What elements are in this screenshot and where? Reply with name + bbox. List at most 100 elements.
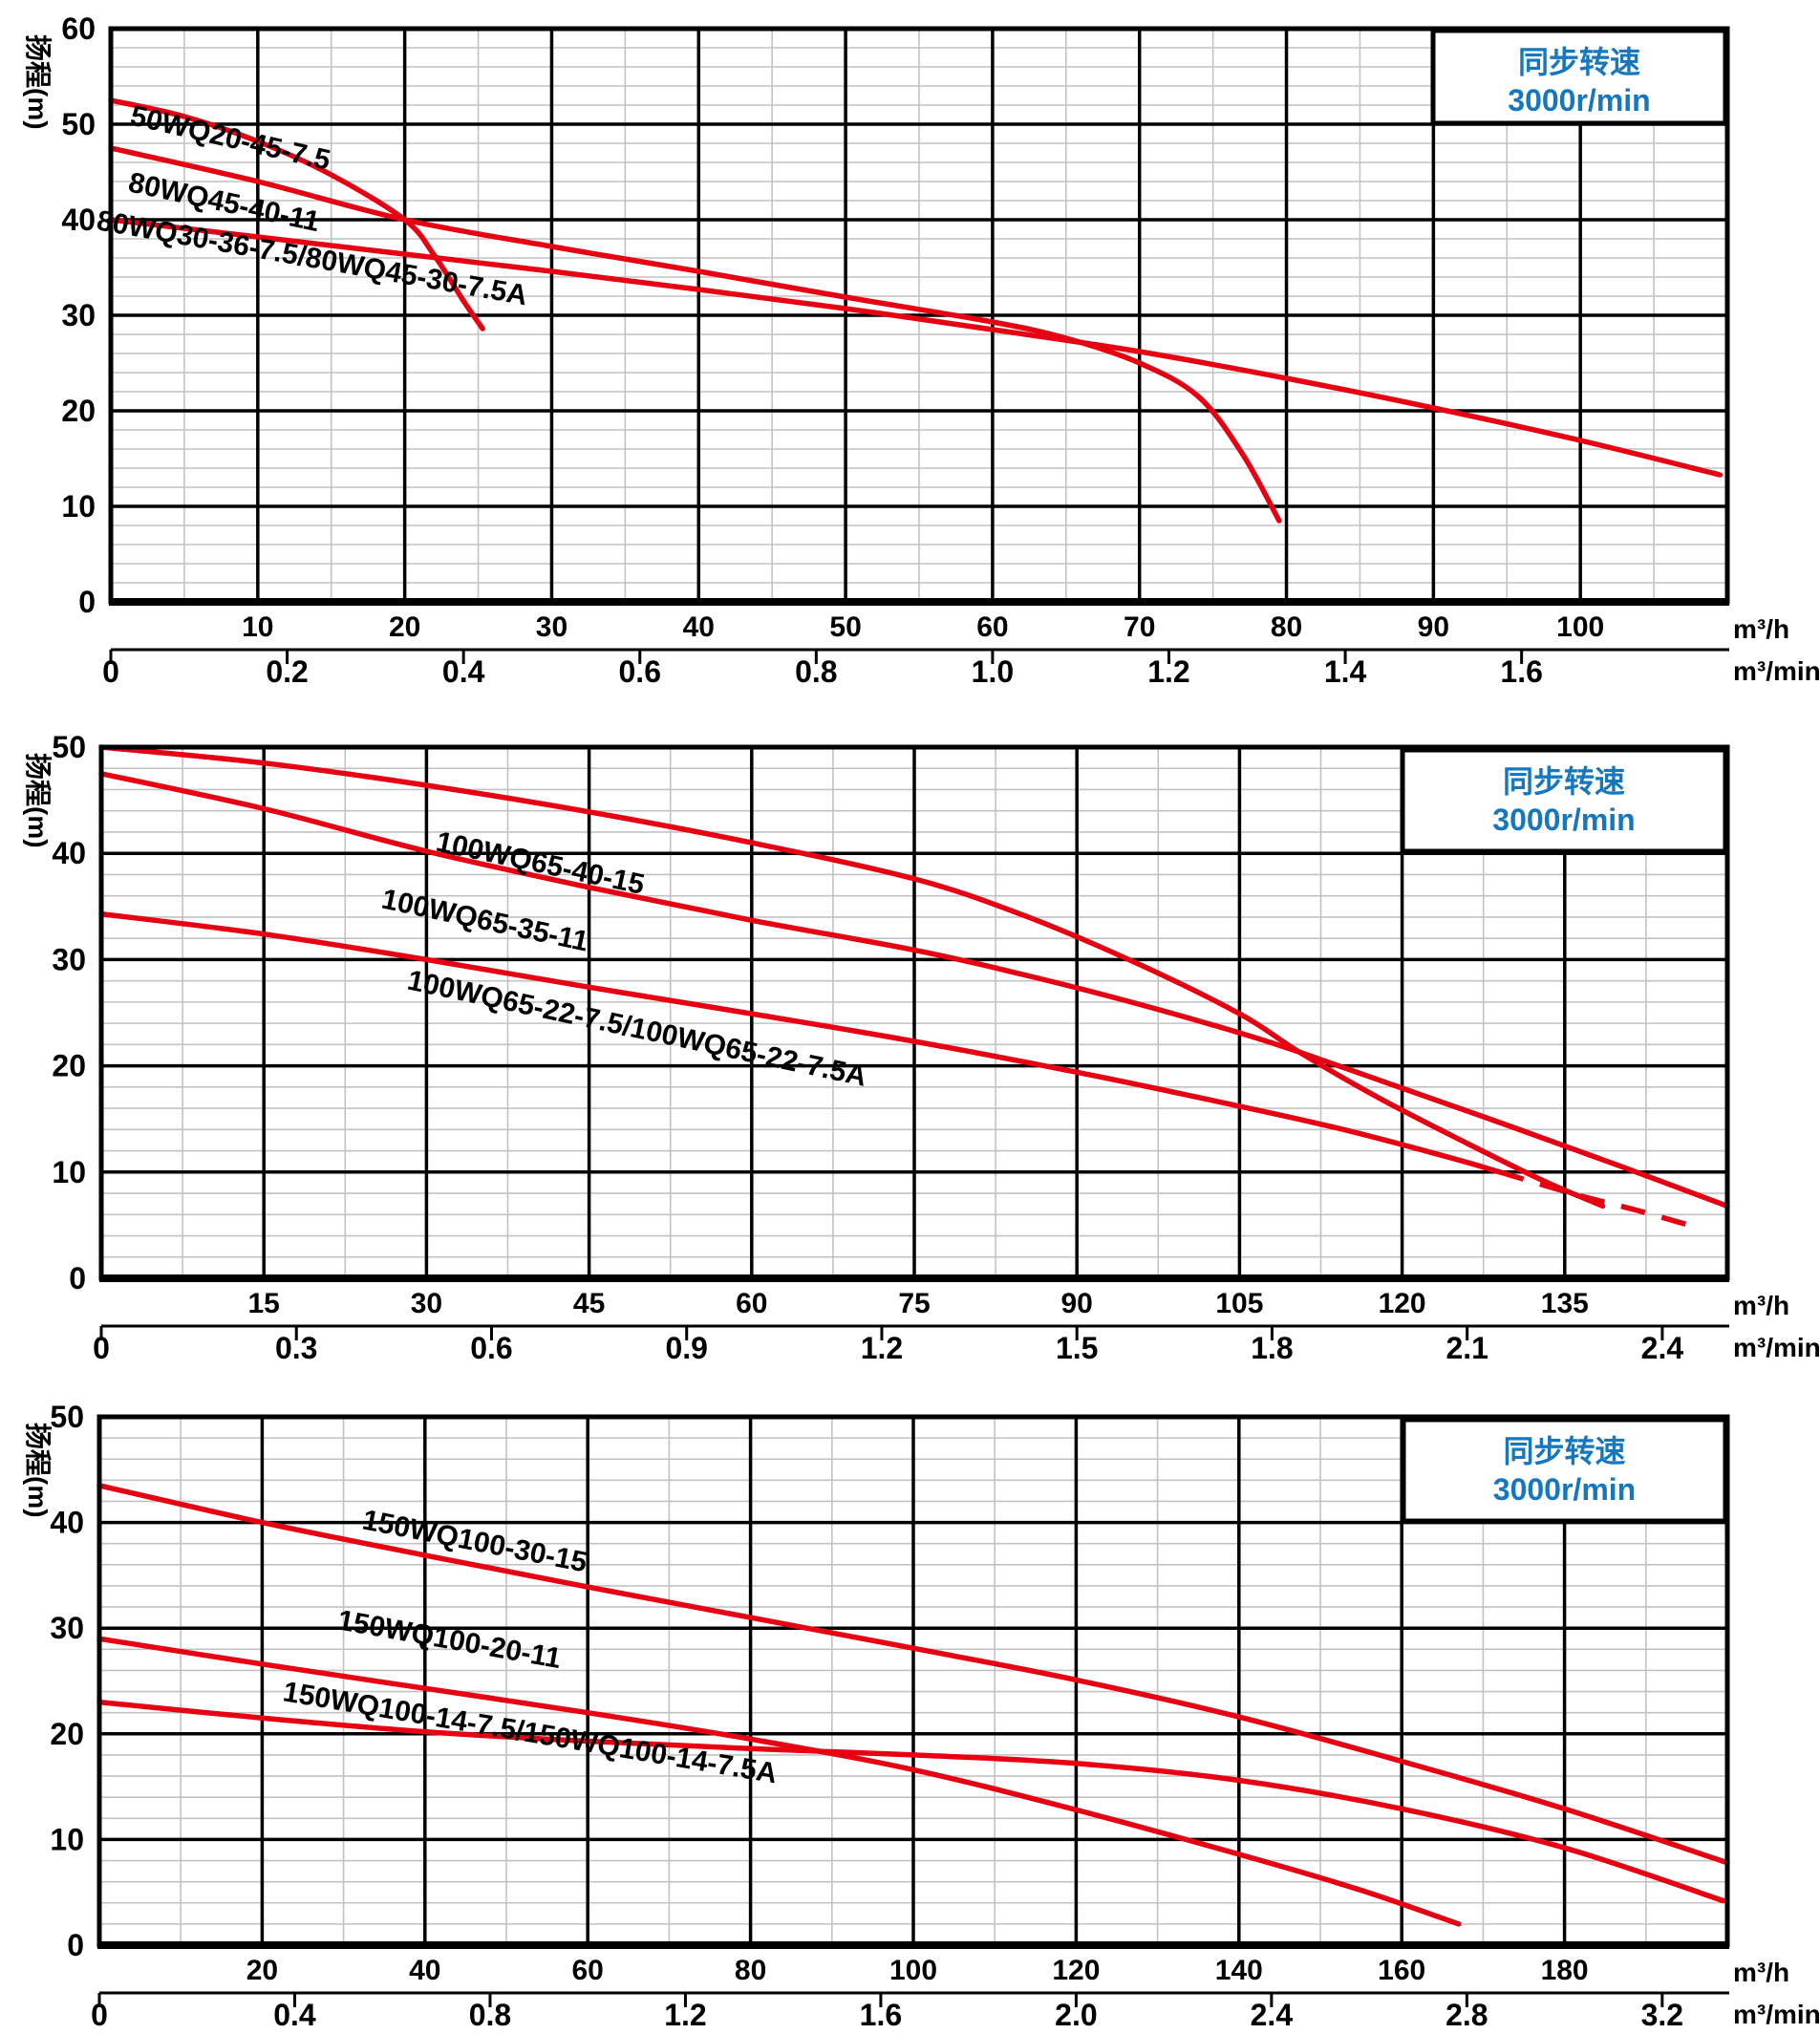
x-axis-unit-m3min: m³/min <box>1733 656 1820 686</box>
x-tick-label: 40 <box>409 1955 440 1986</box>
x-axis-unit-m3min: m³/min <box>1733 2000 1820 2029</box>
x2-tick-label: 2.4 <box>1641 1331 1684 1365</box>
x2-tick-label: 0.2 <box>266 654 308 689</box>
x-axis-unit-m3h: m³/h <box>1733 1958 1789 1987</box>
y-tick-label: 30 <box>61 298 96 332</box>
x-tick-label: 80 <box>735 1955 766 1986</box>
x2-tick-label: 0 <box>91 1998 108 2032</box>
x2-tick-label: 1.8 <box>1251 1331 1293 1365</box>
x-tick-label: 45 <box>573 1288 605 1319</box>
x2-tick-label: 0 <box>102 654 119 689</box>
curve <box>96 1483 1730 1866</box>
y-tick-label: 50 <box>50 1400 84 1434</box>
x-tick-label: 180 <box>1541 1955 1589 1986</box>
x2-tick-label: 2.1 <box>1445 1331 1488 1365</box>
x-tick-label: 90 <box>1418 611 1449 643</box>
x-tick-label: 140 <box>1215 1955 1263 1986</box>
legend-speed-title: 同步转速 <box>1503 1434 1625 1468</box>
curve <box>98 744 1606 1210</box>
y-tick-label: 20 <box>61 394 96 428</box>
x2-tick-label: 1.2 <box>664 1998 706 2032</box>
y-axis-title: 扬程(m) <box>23 1423 53 1518</box>
x2-tick-label: 0.6 <box>619 654 661 689</box>
y-tick-label: 10 <box>50 1822 84 1856</box>
curve <box>98 910 1503 1175</box>
y-tick-label: 50 <box>61 107 96 141</box>
x-tick-label: 60 <box>572 1955 604 1986</box>
y-tick-label: 20 <box>50 1717 84 1751</box>
x2-tick-label: 3.2 <box>1641 1998 1683 2032</box>
x-tick-label: 30 <box>411 1288 442 1319</box>
x2-tick-label: 1.2 <box>861 1331 903 1365</box>
x2-tick-label: 0.8 <box>469 1998 511 2032</box>
x-tick-label: 60 <box>736 1288 767 1319</box>
chart-1: 0 10 20 30 40 50 60 扬程(m) 10 20 30 40 50 60 70 80 90 100 m… <box>23 11 1820 689</box>
x-tick-label: 60 <box>976 611 1008 643</box>
curve-dashed-extension <box>1498 1169 1702 1231</box>
x-tick-label: 100 <box>1556 611 1604 643</box>
curve <box>96 1699 1726 1904</box>
x2-tick-label: 1.0 <box>972 654 1014 689</box>
x-tick-label: 135 <box>1541 1288 1589 1319</box>
x2-tick-label: 1.4 <box>1324 654 1367 689</box>
x2-tick-label: 0.6 <box>470 1331 512 1365</box>
x2-tick-label: 2.4 <box>1251 1998 1294 2032</box>
legend-box <box>1430 28 1728 126</box>
x2-tick-label: 1.5 <box>1056 1331 1098 1365</box>
curve <box>108 145 1282 524</box>
x2-tick-label: 1.6 <box>1500 654 1542 689</box>
x2-tick-label: 1.2 <box>1147 654 1189 689</box>
curve <box>108 97 485 332</box>
x-tick-label: 15 <box>248 1288 280 1319</box>
y-axis-title: 扬程(m) <box>23 753 53 848</box>
x2-tick-label: 0.4 <box>442 654 485 689</box>
x-tick-label: 80 <box>1271 611 1302 643</box>
y-tick-label: 30 <box>52 942 86 976</box>
x-tick-label: 40 <box>683 611 715 643</box>
y-tick-label: 20 <box>52 1049 86 1083</box>
x-tick-label: 20 <box>389 611 420 643</box>
legend-speed-value: 3000r/min <box>1508 83 1650 118</box>
y-tick-label: 0 <box>69 1261 86 1295</box>
x2-tick-label: 2.8 <box>1445 1998 1488 2032</box>
x-tick-label: 100 <box>889 1955 937 1986</box>
legend-box <box>1401 1417 1728 1524</box>
x-tick-label: 120 <box>1052 1955 1100 1986</box>
legend-speed-title: 同步转速 <box>1518 45 1640 79</box>
x2-tick-label: 0.8 <box>795 654 837 689</box>
y-tick-label: 30 <box>50 1611 84 1645</box>
x-axis-unit-m3h: m³/h <box>1733 1291 1789 1320</box>
x2-tick-label: 1.6 <box>860 1998 902 2032</box>
curve <box>108 217 1724 478</box>
y-tick-label: 50 <box>52 730 86 764</box>
x-axis-unit-m3min: m³/min <box>1733 1333 1820 1362</box>
x-tick-label: 75 <box>898 1288 930 1319</box>
y-tick-label: 10 <box>52 1155 86 1189</box>
x-tick-label: 105 <box>1215 1288 1263 1319</box>
y-tick-label: 10 <box>61 489 96 524</box>
y-tick-label: 60 <box>61 11 96 46</box>
x-tick-label: 50 <box>829 611 861 643</box>
y-tick-label: 0 <box>78 585 96 619</box>
x2-tick-label: 0.4 <box>273 1998 316 2032</box>
legend-speed-value: 3000r/min <box>1492 803 1635 837</box>
x-tick-label: 30 <box>536 611 567 643</box>
x2-tick-label: 0.9 <box>665 1331 707 1365</box>
x2-tick-label: 2.0 <box>1055 1998 1097 2032</box>
y-tick-label: 0 <box>67 1928 84 1962</box>
x-tick-label: 10 <box>242 611 273 643</box>
legend-speed-title: 同步转速 <box>1503 764 1625 799</box>
y-axis-title: 扬程(m) <box>23 34 53 130</box>
y-tick-label: 40 <box>52 836 86 870</box>
legend-speed-value: 3000r/min <box>1493 1472 1636 1507</box>
legend-box <box>1400 747 1728 854</box>
y-tick-label: 40 <box>50 1506 84 1540</box>
x2-tick-label: 0 <box>93 1331 110 1365</box>
x-tick-label: 160 <box>1378 1955 1425 1986</box>
x-tick-label: 20 <box>246 1955 278 1986</box>
x2-tick-label: 0.3 <box>275 1331 317 1365</box>
